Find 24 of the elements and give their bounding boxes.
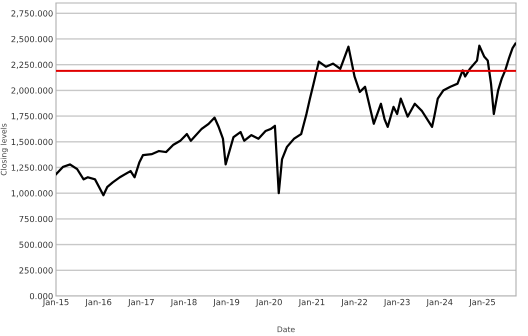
x-tick-label: Jan-17 (128, 299, 154, 307)
x-tick-label: Jan-23 (383, 298, 410, 307)
y-tick-label: 1,000.000 (12, 190, 53, 198)
y-tick-label: 500.000 (19, 242, 53, 248)
x-tick-label: Jan-20 (256, 298, 282, 307)
x-tick-label: Jan-21 (298, 298, 324, 307)
y-tick-label: 1,750.000 (12, 113, 53, 120)
x-tick-label: Jan-25 (468, 298, 495, 307)
y-tick-label: 1,250.000 (12, 164, 53, 172)
x-tick-label: Jan-24 (426, 298, 453, 307)
y-tick-label: 250.000 (19, 267, 53, 274)
y-tick-label: 2,500.000 (11, 36, 53, 44)
x-tick-label: Jan-19 (212, 298, 240, 307)
y-tick-label: 2,250.000 (11, 62, 53, 69)
y-tick-label: 2,000.000 (11, 87, 53, 95)
x-tick-label: Jan-15 (42, 299, 68, 307)
y-tick-label: 0.000 (30, 292, 53, 300)
y-tick-label: 750.000 (19, 216, 53, 222)
x-tick-label: Jan-18 (170, 298, 197, 307)
y-tick-label: 2,750.000 (11, 10, 53, 18)
y-tick-label: 1,500.000 (12, 138, 53, 146)
x-tick-label: Jan-22 (340, 298, 367, 307)
line-series (56, 42, 516, 196)
x-tick-label: Jan-16 (84, 298, 112, 307)
